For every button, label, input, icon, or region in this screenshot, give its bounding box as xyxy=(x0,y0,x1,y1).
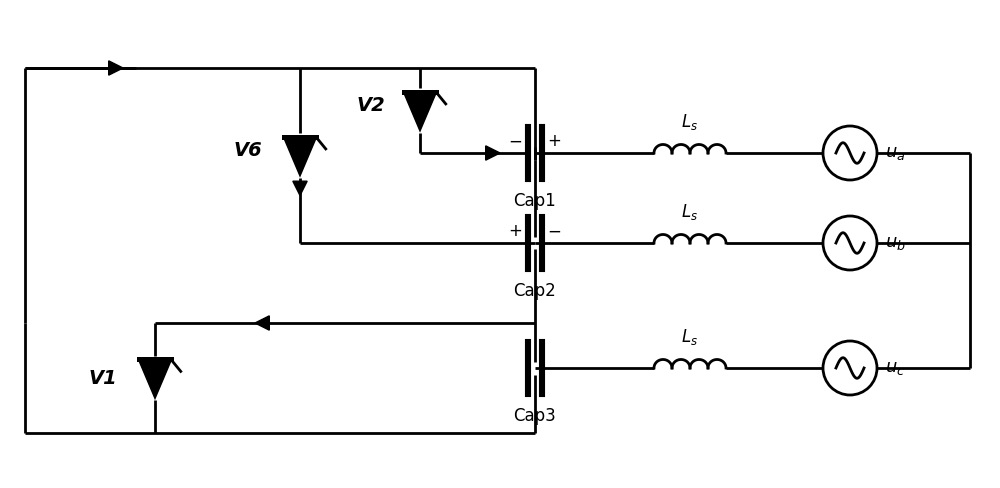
Polygon shape xyxy=(255,316,269,330)
Text: Cap1: Cap1 xyxy=(514,192,556,210)
Text: $-$: $-$ xyxy=(508,132,523,150)
Text: $\mathit{u}_c$: $\mathit{u}_c$ xyxy=(885,359,905,377)
Text: $L_s$: $L_s$ xyxy=(681,112,699,132)
Text: Cap3: Cap3 xyxy=(514,407,556,425)
Text: $\mathit{u}_a$: $\mathit{u}_a$ xyxy=(885,144,905,162)
Polygon shape xyxy=(109,61,123,75)
Text: V1: V1 xyxy=(88,368,117,387)
Polygon shape xyxy=(139,359,171,397)
Polygon shape xyxy=(404,92,436,129)
Text: $L_s$: $L_s$ xyxy=(681,327,699,347)
Polygon shape xyxy=(293,181,307,196)
Text: $\mathit{u}_b$: $\mathit{u}_b$ xyxy=(885,234,906,252)
Text: V6: V6 xyxy=(233,141,262,160)
Text: V2: V2 xyxy=(356,96,385,115)
Text: $-$: $-$ xyxy=(547,222,562,240)
Text: Cap2: Cap2 xyxy=(514,282,556,300)
Text: $L_s$: $L_s$ xyxy=(681,202,699,222)
Polygon shape xyxy=(486,146,500,160)
Text: $+$: $+$ xyxy=(547,132,562,150)
Polygon shape xyxy=(284,137,316,174)
Text: $+$: $+$ xyxy=(508,222,523,240)
